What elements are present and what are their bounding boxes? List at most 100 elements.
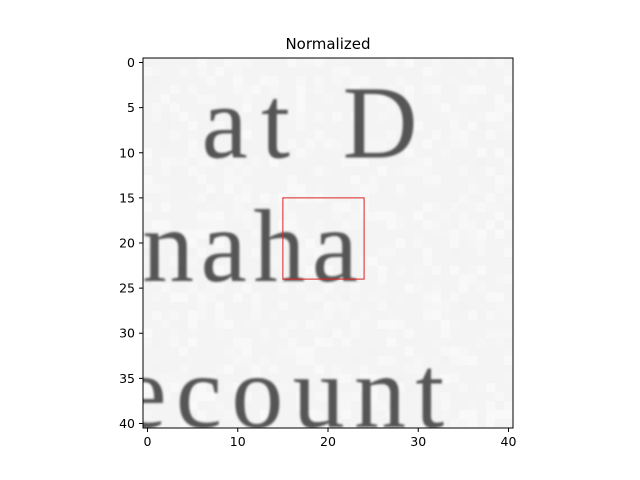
pixel-cell — [269, 373, 279, 384]
pixel-cell — [350, 247, 360, 257]
pixel-cell — [323, 391, 333, 402]
pixel-cell — [395, 238, 406, 248]
pixel-cell — [233, 211, 243, 221]
pixel-cell — [242, 139, 252, 149]
pixel-cell — [269, 301, 279, 311]
pixel-cell — [323, 265, 333, 275]
pixel-cell — [242, 247, 252, 257]
pixel-cell — [449, 238, 460, 248]
pixel-cell — [332, 58, 342, 68]
pixel-cell — [251, 247, 261, 257]
pixel-cell — [368, 292, 378, 302]
pixel-cell — [251, 364, 261, 375]
pixel-cell — [161, 202, 171, 212]
pixel-cell — [188, 229, 198, 239]
pixel-cell — [170, 247, 180, 257]
pixel-cell — [224, 184, 234, 194]
pixel-cell — [395, 229, 406, 239]
pixel-cell — [404, 382, 415, 393]
pixel-cell — [161, 193, 171, 203]
pixel-cell — [233, 328, 243, 339]
pixel-cell — [260, 256, 270, 266]
pixel-cell — [458, 409, 469, 420]
pixel-cell — [224, 364, 234, 375]
pixel-cell — [188, 274, 198, 284]
pixel-cell — [350, 328, 360, 339]
pixel-cell — [377, 319, 387, 330]
pixel-cell — [458, 58, 469, 68]
pixel-cell — [152, 382, 162, 393]
pixel-cell — [341, 301, 351, 311]
pixel-cell — [485, 292, 496, 302]
pixel-cell — [161, 391, 171, 402]
pixel-cell — [341, 373, 351, 384]
pixel-cell — [467, 67, 478, 77]
pixel-cell — [296, 283, 306, 293]
pixel-cell — [242, 346, 252, 357]
pixel-cell — [323, 283, 333, 293]
pixel-cell — [485, 166, 496, 176]
pixel-cell — [440, 409, 451, 420]
pixel-cell — [143, 373, 153, 384]
pixel-cell — [449, 157, 460, 167]
pixel-cell — [305, 265, 315, 275]
pixel-cell — [278, 355, 288, 366]
pixel-cell — [269, 112, 279, 122]
pixel-cell — [467, 265, 478, 275]
y-tick-label: 25 — [119, 281, 135, 296]
pixel-cell — [449, 121, 460, 131]
pixel-cell — [179, 364, 189, 375]
pixel-cell — [341, 202, 351, 212]
pixel-cell — [278, 301, 288, 311]
pixel-cell — [143, 238, 153, 248]
pixel-cell — [395, 193, 406, 203]
pixel-cell — [368, 256, 378, 266]
pixel-cell — [422, 409, 433, 420]
pixel-cell — [404, 166, 415, 176]
pixel-cell — [278, 112, 288, 122]
pixel-cell — [485, 202, 496, 212]
pixel-cell — [350, 418, 360, 428]
pixel-cell — [422, 319, 433, 330]
pixel-cell — [422, 67, 433, 77]
pixel-cell — [485, 112, 496, 122]
pixel-cell — [251, 310, 261, 321]
pixel-cell — [152, 238, 162, 248]
pixel-cell — [188, 328, 198, 339]
pixel-cell — [215, 238, 225, 248]
pixel-cell — [287, 247, 297, 257]
pixel-cell — [503, 310, 513, 321]
pixel-cell — [314, 301, 324, 311]
pixel-cell — [458, 301, 469, 311]
pixel-cell — [467, 229, 478, 239]
pixel-cell — [368, 211, 378, 221]
pixel-cell — [422, 382, 433, 393]
pixel-cell — [395, 58, 406, 68]
pixel-cell — [296, 184, 306, 194]
pixel-cell — [431, 355, 442, 366]
pixel-cell — [386, 220, 396, 230]
pixel-cell — [440, 229, 451, 239]
pixel-cell — [170, 112, 180, 122]
pixel-cell — [206, 283, 216, 293]
pixel-cell — [332, 400, 342, 411]
pixel-cell — [314, 364, 324, 375]
pixel-cell — [143, 202, 153, 212]
pixel-cell — [314, 319, 324, 330]
pixel-cell — [143, 157, 153, 167]
pixel-cell — [215, 148, 225, 158]
pixel-cell — [242, 121, 252, 131]
pixel-cell — [359, 400, 369, 411]
pixel-cell — [503, 418, 513, 428]
pixel-cell — [449, 265, 460, 275]
pixel-cell — [431, 301, 442, 311]
pixel-cell — [233, 418, 243, 428]
pixel-cell — [224, 166, 234, 176]
pixel-cell — [422, 166, 433, 176]
pixel-cell — [251, 157, 261, 167]
y-tick-label: 5 — [127, 100, 135, 115]
pixel-cell — [170, 373, 180, 384]
pixel-cell — [152, 76, 162, 86]
